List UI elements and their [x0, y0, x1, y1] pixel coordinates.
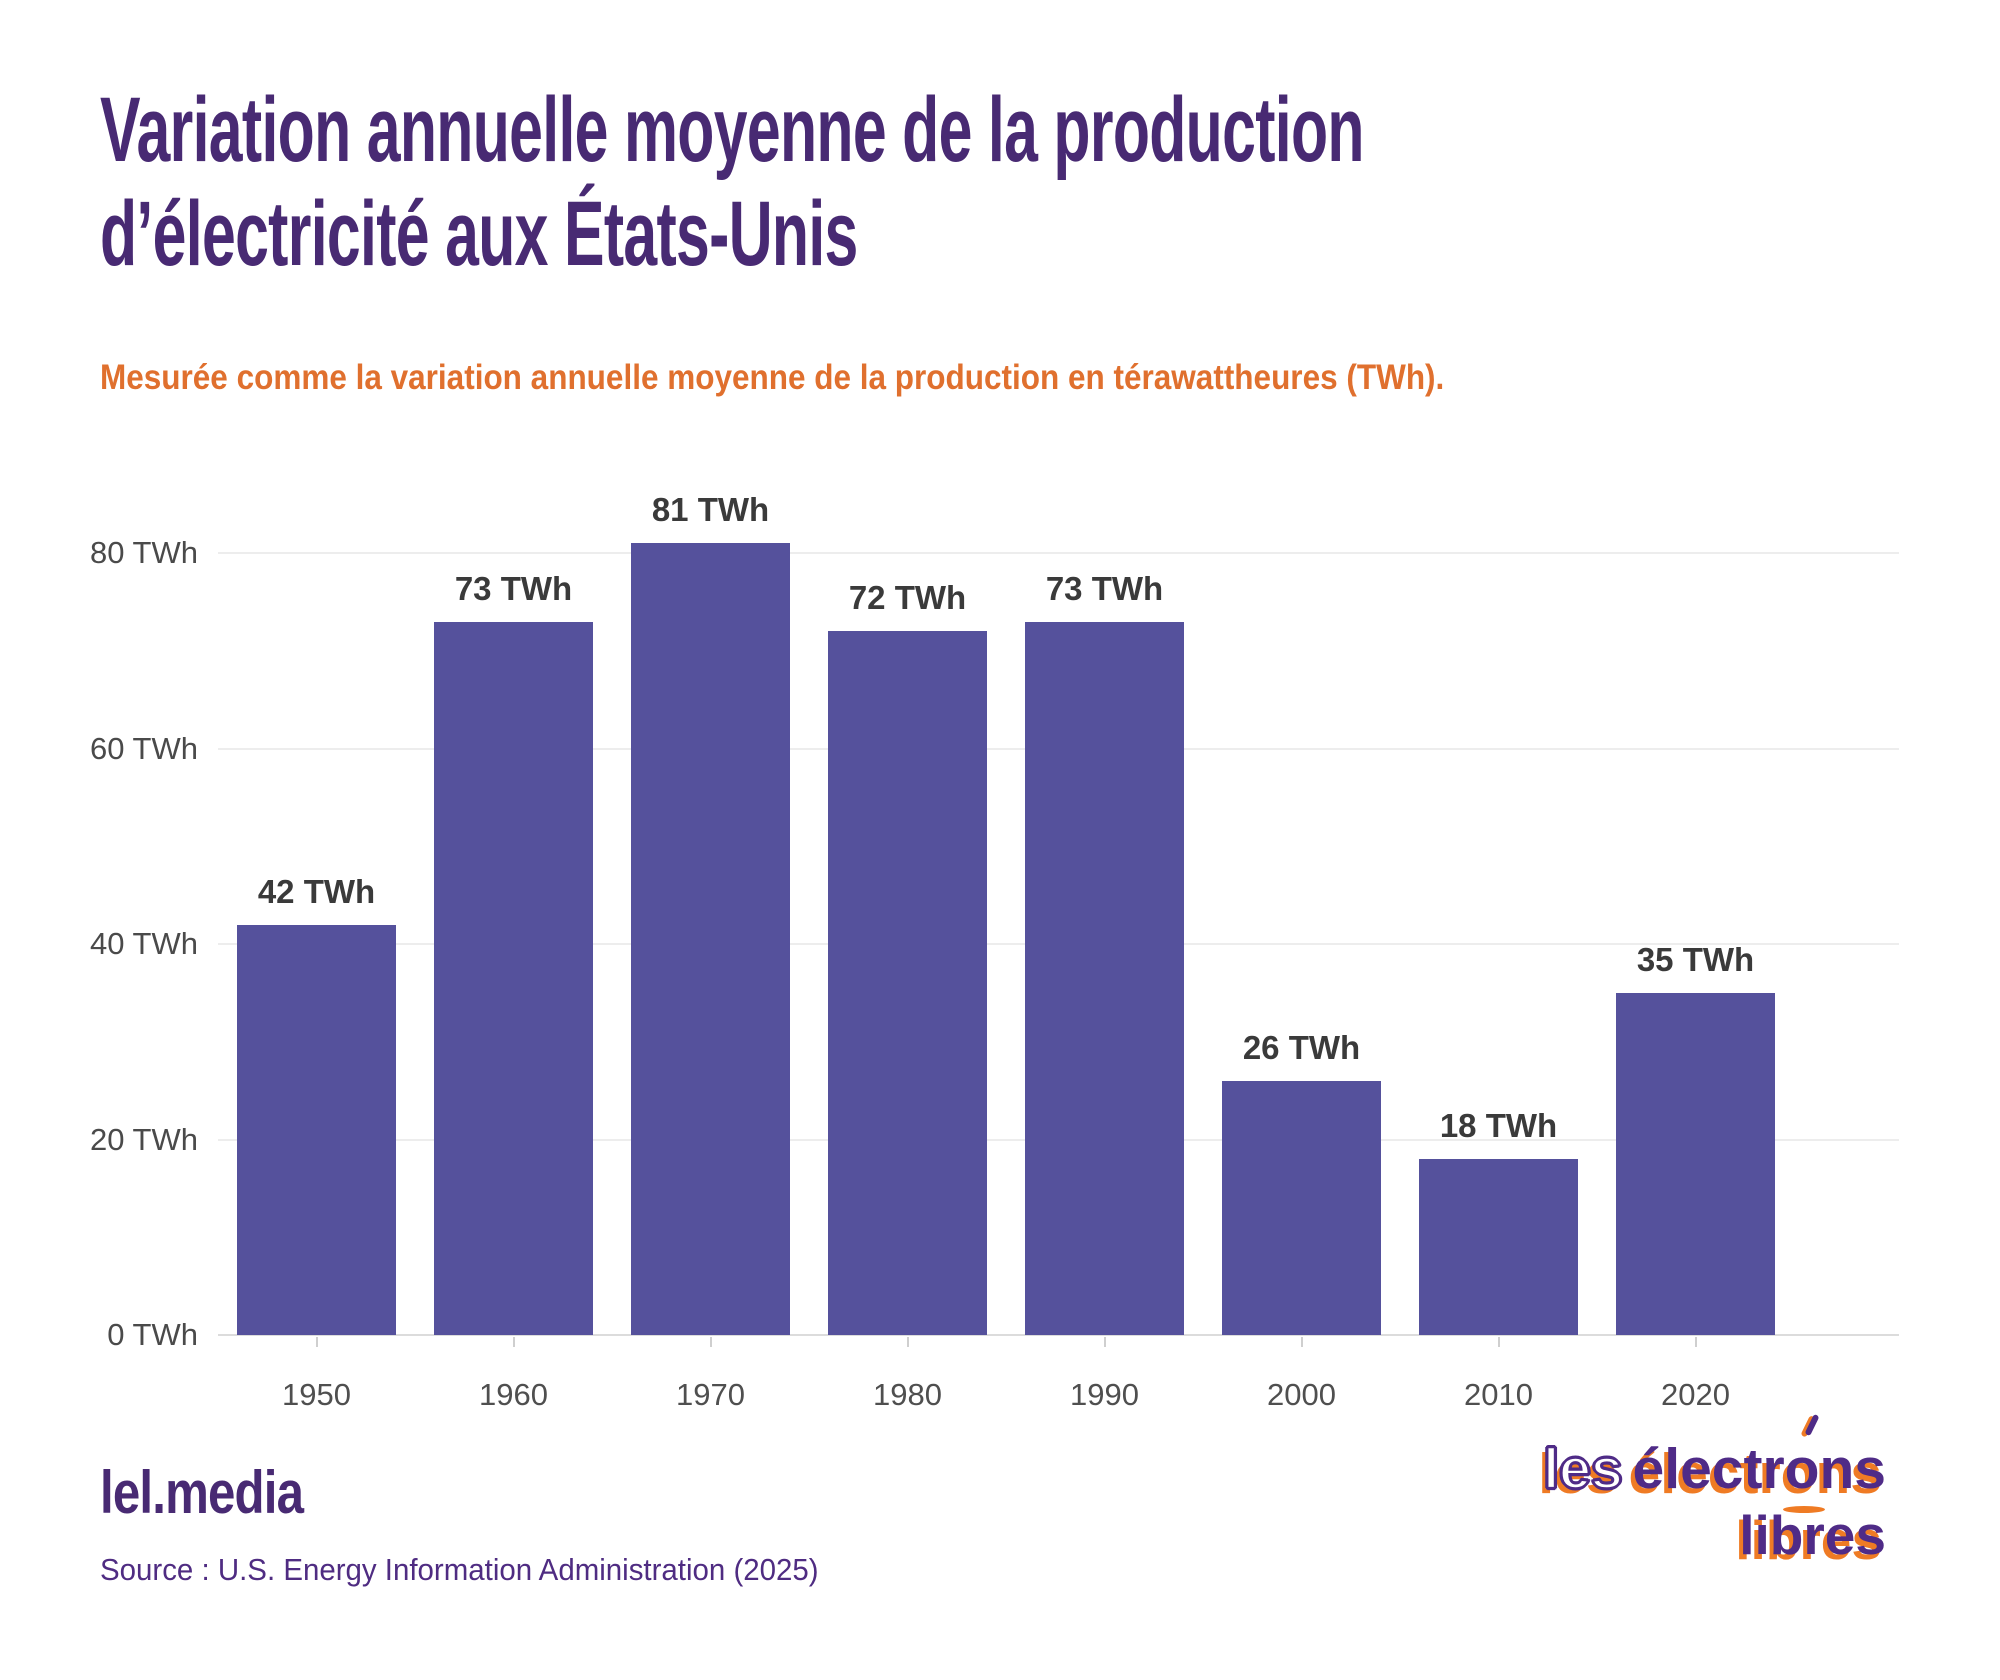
x-axis-label: 2010 — [1464, 1377, 1533, 1412]
x-axis-tick — [1300, 1337, 1303, 1347]
bar-value-label: 26 TWh — [1242, 1028, 1361, 1066]
y-axis-label: 40 TWh — [90, 926, 198, 962]
x-axis-tick — [1497, 1337, 1500, 1347]
bar-value-label: 72 TWh — [848, 579, 967, 617]
logo-line1: les électro ns — [1542, 1413, 1886, 1513]
x-axis-label: 2020 — [1661, 1377, 1730, 1412]
bar-value-label: 18 TWh — [1439, 1107, 1558, 1145]
x-axis-label: 1980 — [873, 1377, 942, 1412]
x-axis-label: 1960 — [479, 1377, 548, 1412]
x-axis-label: 1990 — [1070, 1377, 1139, 1412]
bar-1980 — [828, 631, 987, 1335]
bar-value-label: 73 TWh — [454, 569, 573, 607]
x-axis-label: 2000 — [1267, 1377, 1336, 1412]
bar-chart-plot-area: 0 TWh 20 TWh 40 TWh 60 TWh 80 TWh 42 TWh 1950 7… — [90, 475, 1899, 1412]
logo-word-les: les — [1542, 1436, 1624, 1501]
x-axis-tick — [709, 1337, 712, 1347]
bar-value-label: 42 TWh — [257, 872, 376, 910]
bar-value-label: 81 TWh — [651, 491, 770, 529]
bar-1990 — [1025, 621, 1184, 1335]
chart-title-line1: Variation annuelle moyenne de la product… — [100, 79, 1365, 181]
y-axis-label: 60 TWh — [90, 730, 198, 766]
bar-2020 — [1616, 992, 1775, 1335]
electron-accent-icon — [1804, 1413, 1820, 1437]
x-axis-tick — [906, 1337, 909, 1347]
y-axis-label: 0 TWh — [107, 1317, 198, 1352]
x-axis-tick — [1694, 1337, 1697, 1347]
bar-value-label: 73 TWh — [1045, 569, 1164, 607]
bar-2000 — [1222, 1080, 1381, 1335]
logo-word-electrons-part: électr — [1632, 1437, 1785, 1501]
y-axis-label: 80 TWh — [90, 535, 198, 571]
electron-orbit-icon — [1782, 1505, 1825, 1513]
gridline-80-twh — [218, 552, 1899, 555]
chart-title-line2: d’électricité aux États-Unis — [100, 183, 858, 285]
logo-word-electrons-part: ns — [1819, 1437, 1886, 1501]
logo-word-electrons-part: o — [1784, 1437, 1820, 1501]
x-axis-label: 1970 — [676, 1377, 745, 1412]
gridline-0-twh — [218, 1334, 1899, 1336]
brand-wordmark: lel.media — [100, 1459, 304, 1526]
bar-1970 — [631, 543, 790, 1335]
chart-subtitle: Mesurée comme la variation annuelle moye… — [100, 358, 1445, 397]
bar-1950 — [237, 924, 396, 1335]
x-axis-tick — [315, 1337, 318, 1347]
source-text: Source : U.S. Energy Information Adminis… — [100, 1552, 819, 1587]
chart-title: Variation annuelle moyenne de la product… — [100, 78, 2000, 286]
x-axis-label: 1950 — [282, 1377, 351, 1412]
les-electrons-libres-logo: les électro ns libres — [1542, 1413, 1886, 1566]
bar-2010 — [1419, 1159, 1578, 1335]
logo-word-electrons: électro ns — [1632, 1413, 1886, 1513]
x-axis-tick — [512, 1337, 515, 1347]
bar-1960 — [434, 621, 593, 1335]
logo-word-libres: libres — [1739, 1503, 1886, 1566]
logo-electron-o: o — [1782, 1413, 1825, 1513]
bar-value-label: 35 TWh — [1636, 940, 1755, 978]
x-axis-tick — [1103, 1337, 1106, 1347]
y-axis-label: 20 TWh — [90, 1121, 198, 1157]
